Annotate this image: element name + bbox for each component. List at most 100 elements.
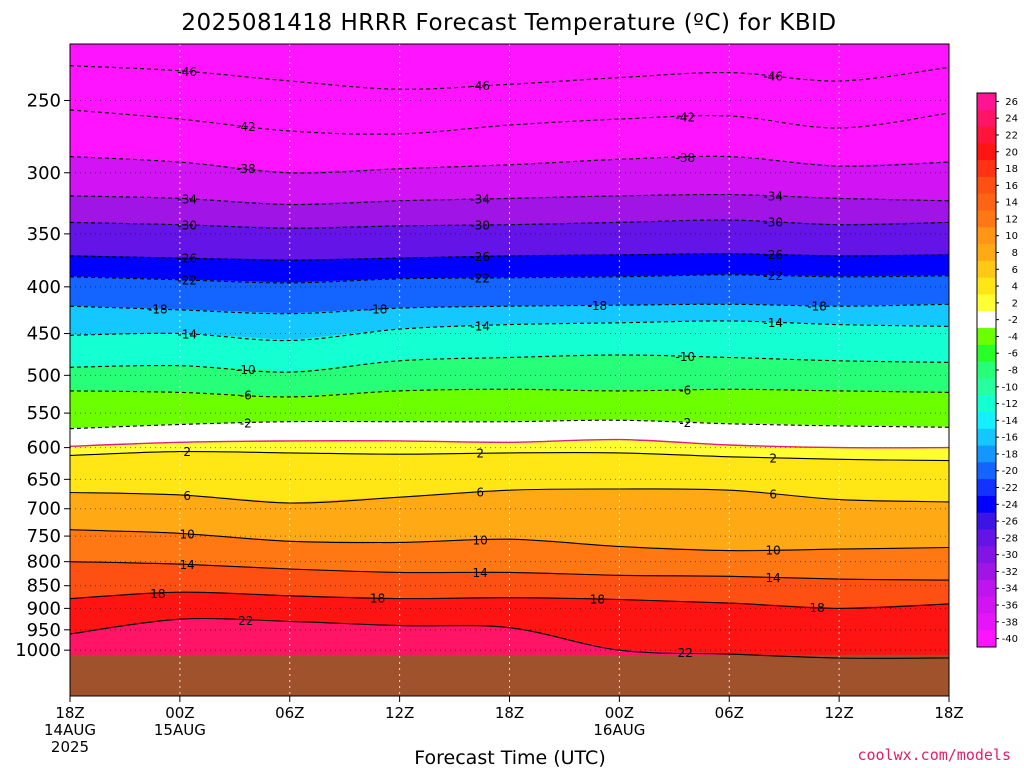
colorbar-label: -30 (1002, 550, 1018, 561)
colorbar-swatch (977, 176, 996, 195)
contour-label: -18 (148, 303, 168, 317)
colorbar-label: 22 (1005, 130, 1018, 141)
colorbar-label: -2 (1008, 315, 1018, 326)
contour-label: 2 (183, 445, 191, 459)
contour-label: -14 (177, 328, 197, 342)
contour-line (70, 529, 949, 552)
colorbar-swatch (977, 613, 996, 631)
colorbar-label: -14 (1002, 416, 1018, 427)
contour-label: 22 (238, 614, 253, 628)
contour-label: -30 (177, 218, 197, 232)
x-tick-label: 06Z (715, 704, 744, 722)
colorbar-label: -12 (1002, 399, 1018, 410)
contour-label: -46 (763, 69, 783, 83)
colorbar-swatch (977, 244, 996, 262)
y-tick-label: 850 (27, 576, 61, 597)
colorbar-label: -38 (1002, 617, 1018, 628)
colorbar-label: -16 (1002, 433, 1018, 444)
y-tick-label: 400 (27, 277, 61, 298)
colorbar-label: 8 (1012, 248, 1018, 259)
contour-label: -2 (240, 416, 252, 430)
contour-line (70, 155, 949, 174)
colorbar-label: 24 (1005, 114, 1018, 125)
colorbar-swatch (977, 462, 996, 480)
contour-label: -10 (236, 363, 256, 377)
colorbar-swatch (977, 495, 996, 514)
contour-label: -6 (240, 389, 252, 403)
contour-label: -18 (807, 299, 827, 313)
contour-line (70, 274, 949, 284)
y-tick-label: 950 (27, 620, 61, 641)
colorbar: 26 24 22 20 18 16 14 12 10 8 6 4 2 -2 -4 -6 -8 -10 -12 -14 -… (976, 92, 1018, 648)
colorbar-label: -8 (1008, 366, 1018, 377)
contour-line (70, 488, 949, 504)
colorbar-label: -10 (1002, 382, 1018, 393)
contour-label: -10 (675, 350, 695, 364)
contour-label: 2 (769, 451, 777, 465)
colorbar-label: -20 (1002, 466, 1018, 477)
x-tick-label: 06Z (275, 704, 304, 722)
colorbar-label: 16 (1005, 181, 1018, 192)
colorbar-label: 2 (1012, 298, 1018, 309)
colorbar-swatch (977, 328, 996, 346)
contour-line (70, 561, 949, 581)
contour-line (70, 450, 949, 462)
y-tick-label: 600 (27, 438, 61, 459)
contour-label: -46 (177, 65, 197, 79)
contour-label: 18 (150, 587, 165, 601)
contour-label: -18 (368, 303, 388, 317)
colorbar-label: -24 (1002, 500, 1018, 511)
contour-label: 2 (476, 447, 484, 461)
x-tick-label: 14AUG (44, 721, 96, 739)
contour-line (70, 109, 949, 135)
contour-label: -38 (675, 151, 695, 165)
contour-line (70, 419, 949, 430)
y-axis-ticks: 2503003504004505005506006507007508008509… (15, 90, 70, 661)
x-tick-label: 2025 (51, 738, 89, 756)
y-tick-label: 1000 (15, 640, 61, 661)
colorbar-swatch (977, 260, 996, 279)
colorbar-swatch (977, 227, 996, 245)
colorbar-swatch (977, 277, 996, 295)
colorbar-label: -28 (1002, 533, 1018, 544)
colorbar-label: -36 (1002, 601, 1018, 612)
contour-line (70, 388, 949, 398)
colorbar-swatch (977, 563, 996, 581)
contour-line (70, 438, 949, 449)
colorbar-swatch (977, 193, 996, 211)
x-tick-label: 00Z (605, 704, 634, 722)
contour-label: -38 (236, 162, 256, 176)
colorbar-swatch (977, 479, 996, 497)
contour-label: -6 (679, 383, 691, 397)
contour-label: 18 (590, 593, 605, 607)
contour-label: 6 (476, 486, 484, 500)
x-tick-label: 18Z (495, 704, 524, 722)
contour-label: -14 (470, 319, 490, 333)
colorbar-swatch (977, 529, 996, 547)
x-tick-label: 12Z (824, 704, 853, 722)
contour-label: -30 (470, 219, 490, 233)
contour-label: -30 (763, 215, 783, 229)
colorbar-label: 4 (1012, 282, 1018, 293)
x-tick-label: 18Z (55, 704, 84, 722)
colorbar-label: 6 (1012, 265, 1018, 276)
contour-label: 14 (180, 558, 195, 572)
y-tick-label: 450 (27, 324, 61, 345)
colorbar-swatch (977, 294, 996, 312)
contour-line (70, 320, 949, 342)
colorbar-label: -6 (1008, 349, 1018, 360)
colorbar-label: -22 (1002, 483, 1018, 494)
y-tick-label: 350 (27, 224, 61, 245)
colorbar-swatch (977, 160, 996, 178)
colorbar-swatch (977, 378, 996, 396)
colorbar-label: 14 (1005, 198, 1018, 209)
y-tick-label: 550 (27, 403, 61, 424)
x-tick-label: 12Z (385, 704, 414, 722)
colorbar-label: -26 (1002, 517, 1018, 528)
colorbar-swatch (977, 395, 996, 413)
colorbar-swatch (977, 630, 996, 648)
contour-label: -26 (763, 248, 783, 262)
temperature-fill (70, 44, 949, 696)
colorbar-swatch (977, 411, 996, 430)
